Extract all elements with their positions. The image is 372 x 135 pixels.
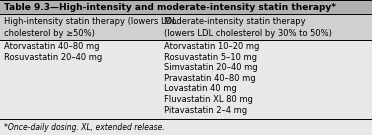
Text: Pitavastatin 2–4 mg: Pitavastatin 2–4 mg: [164, 106, 247, 114]
Text: Table 9.3—High-intensity and moderate-intensity statin therapy*: Table 9.3—High-intensity and moderate-in…: [4, 3, 336, 11]
Text: Lovastatin 40 mg: Lovastatin 40 mg: [164, 85, 237, 93]
Bar: [0, 14, 372, 40]
Text: Fluvastatin XL 80 mg: Fluvastatin XL 80 mg: [164, 95, 253, 104]
Text: Simvastatin 20–40 mg: Simvastatin 20–40 mg: [164, 63, 257, 72]
Text: Atorvastatin 10–20 mg: Atorvastatin 10–20 mg: [164, 42, 259, 51]
Bar: [0, 40, 372, 119]
Text: Rosuvastatin 20–40 mg: Rosuvastatin 20–40 mg: [4, 53, 102, 62]
Text: Rosuvastatin 5–10 mg: Rosuvastatin 5–10 mg: [164, 53, 257, 62]
Text: cholesterol by ≥50%): cholesterol by ≥50%): [4, 28, 95, 38]
Text: *Once-daily dosing. XL, extended release.: *Once-daily dosing. XL, extended release…: [4, 122, 165, 131]
Text: Pravastatin 40–80 mg: Pravastatin 40–80 mg: [164, 74, 256, 83]
Text: Atorvastatin 40–80 mg: Atorvastatin 40–80 mg: [4, 42, 99, 51]
Text: High-intensity statin therapy (lowers LDL: High-intensity statin therapy (lowers LD…: [4, 16, 177, 26]
Bar: [0, 0, 372, 14]
Text: Moderate-intensity statin therapy: Moderate-intensity statin therapy: [164, 16, 305, 26]
Text: (lowers LDL cholesterol by 30% to 50%): (lowers LDL cholesterol by 30% to 50%): [164, 28, 332, 38]
